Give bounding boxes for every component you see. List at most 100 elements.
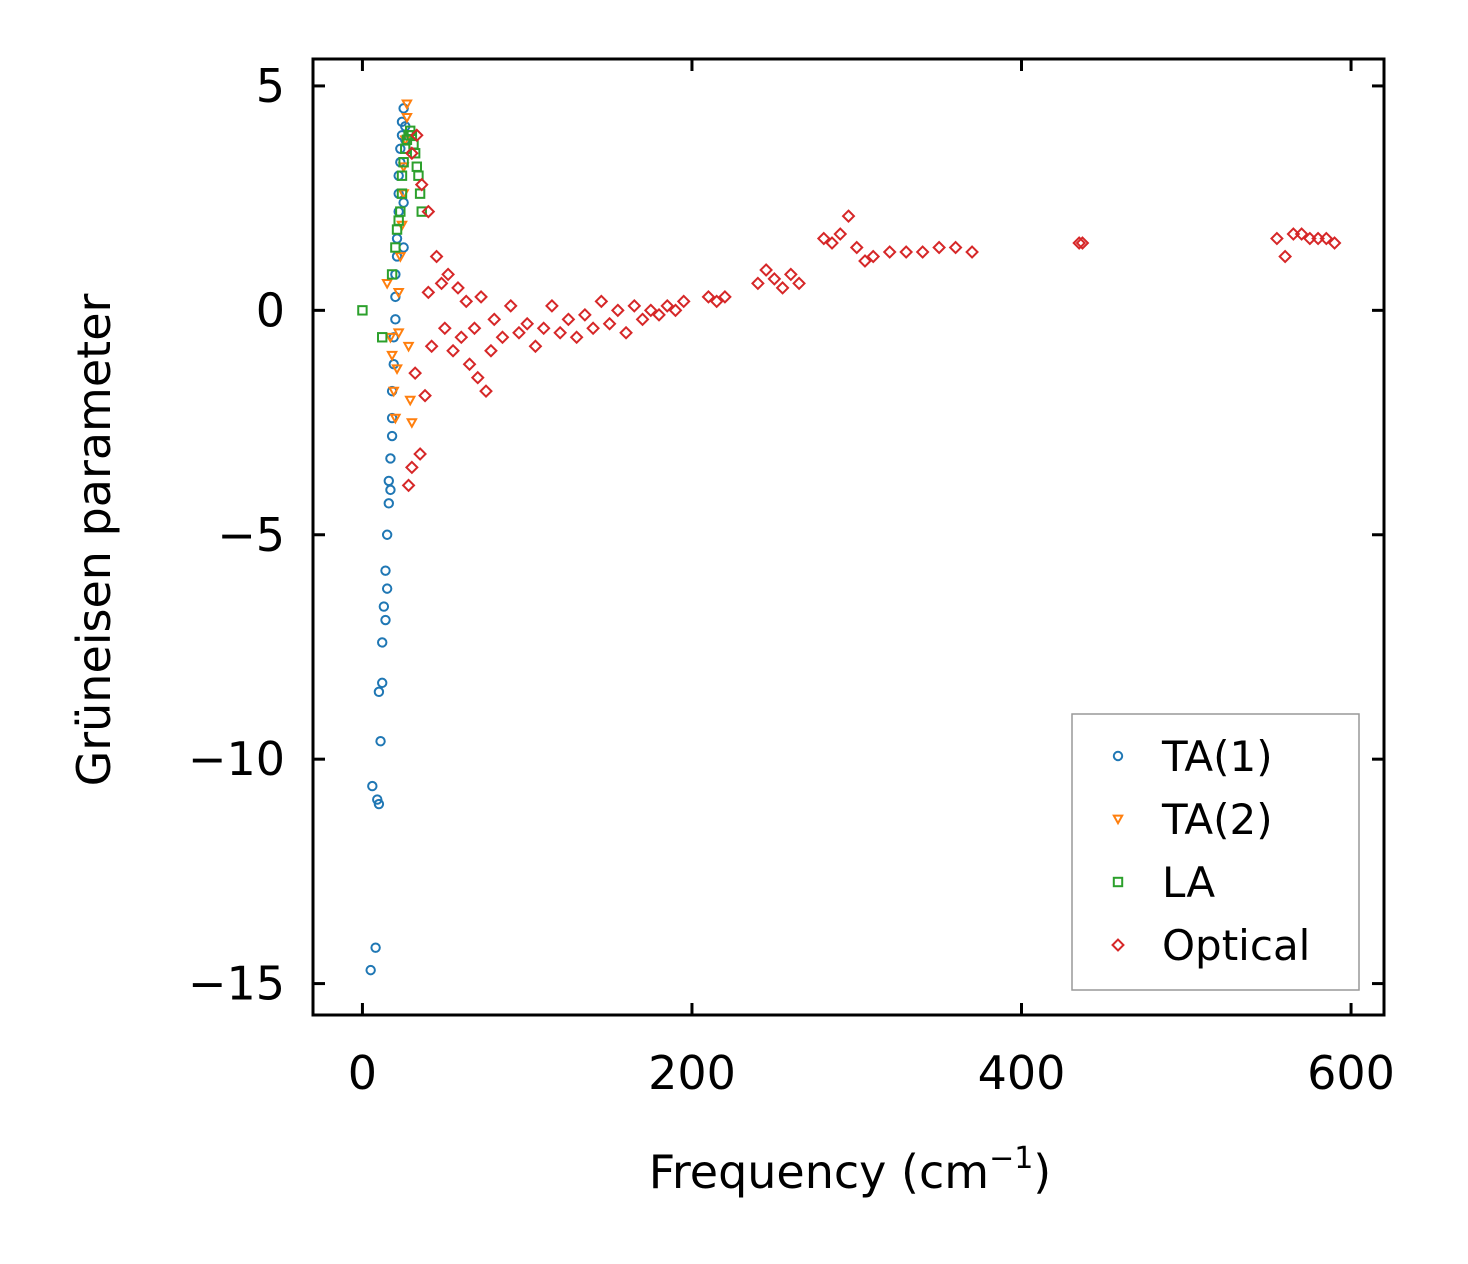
data-point: [451, 281, 465, 295]
data-point: [467, 321, 482, 336]
legend-marker: [1112, 750, 1124, 762]
data-point: [668, 303, 683, 318]
data-point: [1072, 236, 1087, 250]
data-point: [404, 146, 419, 161]
data-point: [602, 316, 617, 331]
plot-frame: [311, 57, 1386, 1017]
data-point: [424, 339, 439, 354]
data-point: [390, 242, 401, 253]
data-point: [610, 303, 625, 318]
data-point: [370, 942, 381, 953]
data-point: [569, 330, 584, 345]
x-axis-title-superscript: −1: [989, 1141, 1033, 1176]
data-point: [434, 276, 449, 291]
data-point: [373, 686, 385, 698]
data-point: [378, 601, 390, 612]
data-point: [882, 245, 897, 259]
data-point: [395, 206, 406, 217]
data-point: [783, 267, 798, 282]
data-point: [377, 677, 388, 689]
y-tick-label: −5: [217, 508, 285, 562]
data-point: [825, 236, 839, 250]
data-point: [487, 312, 502, 327]
data-point: [386, 269, 398, 280]
y-tick-label: 5: [256, 59, 285, 113]
data-point: [1270, 231, 1284, 246]
data-point: [391, 364, 403, 375]
data-point: [635, 312, 650, 327]
data-point: [404, 395, 417, 407]
x-tick-label: 400: [978, 1046, 1066, 1100]
data-point: [627, 298, 642, 313]
data-point: [577, 307, 592, 322]
data-point: [381, 529, 393, 540]
data-point: [383, 498, 394, 509]
data-point: [404, 460, 419, 475]
axis-ticks: 0 200 400 600 5 0 −5 −10 −15: [188, 59, 1395, 1100]
data-point: [701, 290, 716, 304]
data-point: [767, 272, 782, 286]
legend-marker: [1111, 938, 1125, 952]
data-point: [416, 206, 427, 217]
legend-marker: [1112, 876, 1124, 888]
data-point: [528, 339, 543, 354]
x-axis-title: Frequency (cm−1): [649, 1141, 1052, 1199]
data-point: [385, 484, 396, 496]
legend-marker: [1112, 814, 1124, 826]
y-tick-label: 0: [256, 283, 285, 337]
data-point: [402, 341, 415, 353]
data-point: [409, 148, 421, 159]
data-point: [381, 279, 394, 290]
data-point: [948, 240, 963, 255]
data-point: [421, 285, 436, 300]
data-point: [965, 245, 979, 259]
data-point: [553, 325, 568, 340]
data-point: [387, 386, 400, 398]
data-point: [709, 294, 724, 309]
data-point: [462, 357, 477, 372]
data-point: [586, 321, 600, 336]
data-point: [396, 188, 408, 199]
y-tick-label: −15: [188, 957, 285, 1011]
data-point: [775, 281, 790, 295]
data-point: [1278, 249, 1293, 264]
legend-label: Optical: [1162, 921, 1310, 970]
series-optical: [401, 128, 1342, 493]
data-point: [380, 614, 391, 626]
data-point: [495, 330, 510, 345]
data-point: [401, 99, 413, 111]
legend-entry: TA(2): [1112, 795, 1273, 844]
data-point: [385, 453, 396, 464]
data-point: [816, 231, 831, 246]
data-point: [866, 249, 881, 264]
data-point: [520, 316, 535, 331]
data-point: [375, 736, 386, 747]
data-point: [479, 384, 493, 399]
data-point: [454, 330, 469, 345]
data-point: [643, 303, 658, 318]
data-point: [392, 288, 405, 299]
data-point: [421, 204, 436, 219]
data-point: [413, 170, 424, 181]
data-point: [437, 321, 452, 336]
data-marks: [357, 99, 1342, 976]
data-point: [751, 276, 765, 291]
data-point: [384, 332, 397, 344]
data-point: [386, 430, 398, 442]
data-point: [381, 583, 393, 594]
data-point: [858, 254, 872, 268]
data-point: [1294, 227, 1309, 241]
legend-entry: LA: [1112, 858, 1215, 907]
data-point: [401, 112, 413, 124]
y-tick-label: −10: [188, 732, 285, 786]
data-point: [413, 447, 427, 461]
data-point: [619, 325, 633, 340]
x-axis-title-main: Frequency (cm: [649, 1145, 989, 1199]
data-point: [484, 343, 498, 358]
data-point: [759, 263, 773, 277]
legend: TA(1) TA(2) LA Optical: [1071, 713, 1360, 991]
x-tick-label: 600: [1307, 1046, 1395, 1100]
data-point: [357, 305, 368, 316]
